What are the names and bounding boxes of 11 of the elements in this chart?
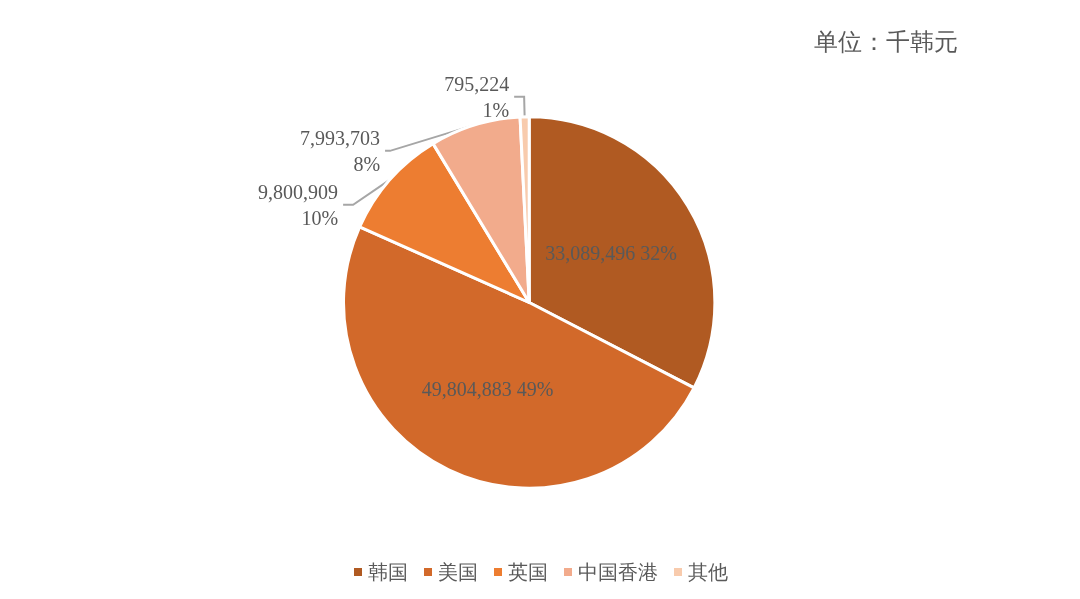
legend-label: 美国 <box>438 561 478 583</box>
legend-label: 韩国 <box>368 561 408 583</box>
legend-label: 其他 <box>688 561 728 583</box>
legend-label: 英国 <box>508 561 548 583</box>
data-label: 7,993,703 8% <box>300 126 381 175</box>
data-label: 49,804,883 49% <box>421 377 554 400</box>
text: 单位：千韩元 <box>814 29 958 55</box>
data-label: 795,224 1% <box>444 72 510 121</box>
data-label: 9,800,909 10% <box>258 180 339 229</box>
legend-label: 中国香港 <box>578 561 658 583</box>
data-label: 33,089,496 32% <box>545 241 677 264</box>
